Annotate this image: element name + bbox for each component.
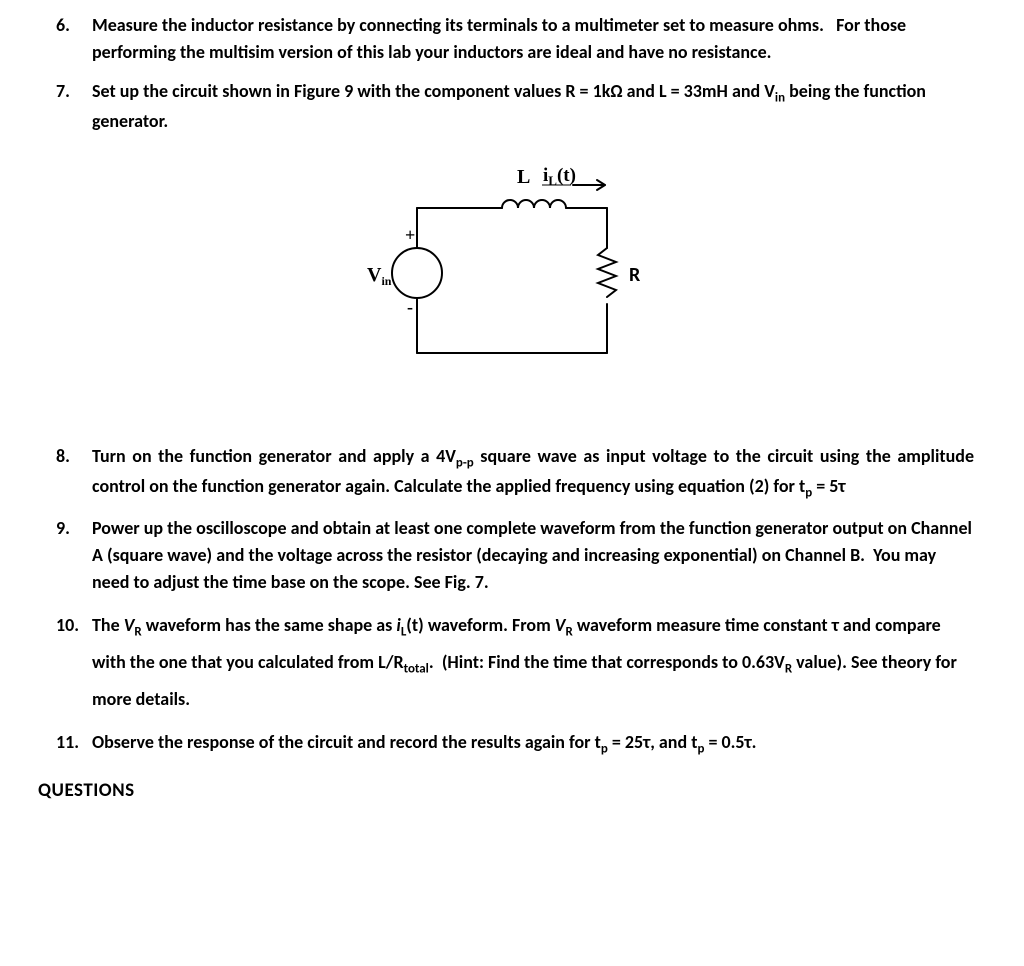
circuit-svg: L iL(t) Vin + - R [347, 163, 677, 383]
step-number: 11. [50, 729, 92, 759]
instruction-list-2: 8. Turn on the function generator and ap… [50, 443, 974, 759]
step-body: Turn on the function generator and apply… [92, 443, 974, 503]
label-L: L [517, 166, 530, 188]
label-plus: + [405, 225, 415, 245]
label-R: R [629, 263, 641, 287]
step-7: 7. Set up the circuit shown in Figure 9 … [50, 78, 974, 135]
step-body: Measure the inductor resistance by conne… [92, 12, 974, 66]
instruction-list: 6. Measure the inductor resistance by co… [50, 12, 974, 135]
label-Vin: Vin [367, 264, 392, 288]
label-minus: - [407, 297, 413, 317]
questions-heading: QUESTIONS [38, 777, 974, 806]
step-number: 9. [50, 515, 92, 596]
step-body: Power up the oscilloscope and obtain at … [92, 515, 974, 596]
step-10: 10. The VR waveform has the same shape a… [50, 608, 974, 717]
step-8: 8. Turn on the function generator and ap… [50, 443, 974, 503]
step-9: 9. Power up the oscilloscope and obtain … [50, 515, 974, 596]
step-body: Observe the response of the circuit and … [92, 729, 974, 759]
step-11: 11. Observe the response of the circuit … [50, 729, 974, 759]
step-number: 8. [50, 443, 92, 503]
step-number: 10. [50, 608, 92, 717]
step-number: 7. [50, 78, 92, 135]
step-body: Set up the circuit shown in Figure 9 wit… [92, 78, 974, 135]
step-body: The VR waveform has the same shape as iL… [92, 608, 974, 717]
step-6: 6. Measure the inductor resistance by co… [50, 12, 974, 66]
step-number: 6. [50, 12, 92, 66]
circuit-figure: L iL(t) Vin + - R [50, 163, 974, 383]
